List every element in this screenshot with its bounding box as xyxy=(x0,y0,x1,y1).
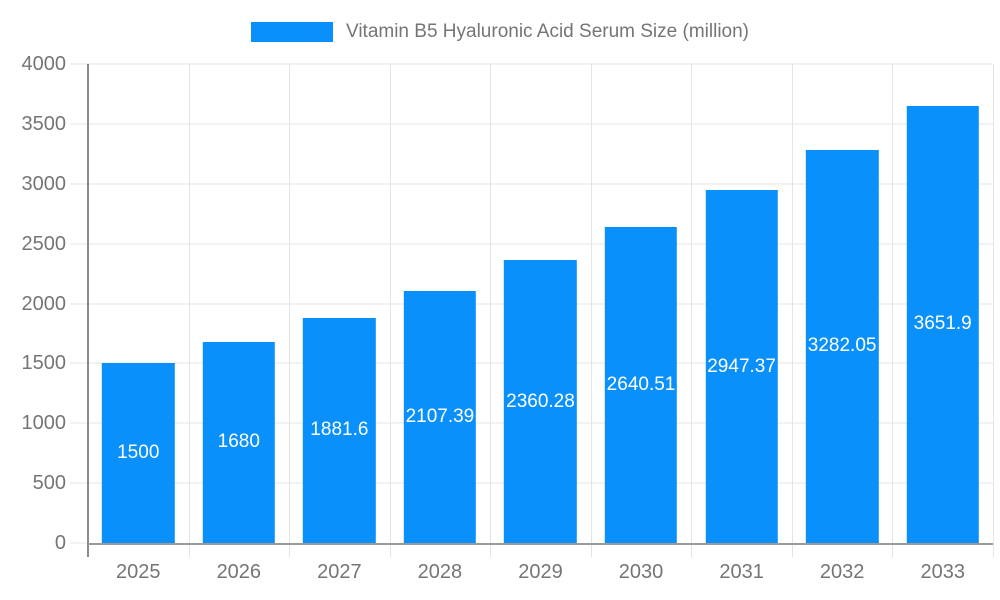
bar-slot: 2640.51 xyxy=(591,64,692,543)
bar: 3282.05 xyxy=(805,149,879,543)
plot-area: 1500 1680 1881.6 2107.39 2360.28 2640.51 2947.… xyxy=(70,63,994,557)
bar: 3651.9 xyxy=(906,105,979,543)
y-tick xyxy=(70,123,88,125)
y-tick-label: 4000 xyxy=(21,53,67,75)
x-tick-label: 2027 xyxy=(317,561,362,583)
x-tick xyxy=(389,543,391,557)
bar: 2947.37 xyxy=(705,190,778,543)
x-tick-label: 2031 xyxy=(719,561,764,583)
x-tick-label: 2028 xyxy=(417,561,463,583)
bar-slot: 3651.9 xyxy=(892,64,993,543)
bar: 2107.39 xyxy=(403,290,477,543)
bar: 2360.28 xyxy=(504,260,577,543)
h-gridline xyxy=(88,243,993,245)
v-gridline xyxy=(892,64,894,543)
bar-value-label: 2947.37 xyxy=(707,355,776,377)
bar-slot: 1680 xyxy=(189,64,290,543)
y-tick xyxy=(70,303,88,304)
x-tick xyxy=(993,543,994,557)
h-gridline xyxy=(88,183,993,185)
legend: Vitamin B5 Hyaluronic Acid Serum Size (m… xyxy=(0,21,1000,43)
bar-value-label: 1881.6 xyxy=(310,419,369,441)
legend-swatch xyxy=(250,22,333,42)
bar-value-label: 2360.28 xyxy=(506,390,575,412)
y-tick xyxy=(70,542,88,544)
bar-value-label: 2107.39 xyxy=(405,405,475,427)
x-tick xyxy=(791,543,793,557)
y-tick-label: 1500 xyxy=(21,352,67,375)
y-tick xyxy=(70,243,88,245)
v-gridline xyxy=(389,64,391,543)
bar-slot: 1500 xyxy=(88,64,189,543)
bar-value-label: 3282.05 xyxy=(807,335,877,357)
bar-value-label: 1500 xyxy=(117,442,160,464)
x-tick xyxy=(590,543,592,557)
y-tick-label: 2500 xyxy=(21,232,67,255)
v-gridline xyxy=(188,64,190,543)
bar: 1680 xyxy=(202,341,276,543)
bar-value-label: 3651.9 xyxy=(913,313,972,335)
x-tick-label: 2030 xyxy=(618,561,664,583)
y-tick-label: 3000 xyxy=(21,172,67,195)
y-tick-label: 0 xyxy=(54,532,66,554)
v-gridline xyxy=(791,64,793,543)
y-tick xyxy=(70,183,88,185)
bar-slot: 1881.6 xyxy=(289,64,390,543)
y-tick-label: 3500 xyxy=(21,112,67,135)
x-tick xyxy=(188,543,190,557)
bar-slot: 2107.39 xyxy=(390,64,491,543)
x-tick xyxy=(691,543,693,557)
x-axis-line xyxy=(88,543,993,545)
y-tick-label: 2000 xyxy=(21,292,67,315)
y-tick xyxy=(70,422,88,424)
y-axis-labels: 0 500 1000 1500 2000 2500 3000 3500 4000 xyxy=(0,54,67,553)
v-gridline xyxy=(993,64,994,543)
x-tick xyxy=(289,543,291,557)
bar-slot: 2360.28 xyxy=(490,64,591,543)
y-tick-label: 500 xyxy=(32,472,66,495)
h-gridline xyxy=(88,63,993,65)
x-tick-label: 2033 xyxy=(920,561,965,583)
bar: 1881.6 xyxy=(303,317,376,543)
v-gridline xyxy=(490,64,492,543)
bar-value-label: 1680 xyxy=(217,431,260,453)
bar-slot: 2947.37 xyxy=(691,64,792,543)
y-tick xyxy=(70,362,88,364)
v-gridline xyxy=(590,64,592,543)
bar: 1500 xyxy=(102,363,175,543)
x-tick xyxy=(490,543,492,557)
x-tick xyxy=(892,543,894,557)
legend-label: Vitamin B5 Hyaluronic Acid Serum Size (m… xyxy=(345,21,750,42)
bar-value-label: 2640.51 xyxy=(606,373,676,395)
y-tick xyxy=(70,63,88,65)
y-tick-label: 1000 xyxy=(21,412,67,435)
x-tick-label: 2032 xyxy=(819,561,865,583)
x-tick-label: 2029 xyxy=(518,561,563,583)
v-gridline xyxy=(289,64,291,543)
bar-slot: 3282.05 xyxy=(792,64,893,543)
bar: 2640.51 xyxy=(604,226,678,543)
x-axis-labels: 2025 2026 2027 2028 2029 2030 2031 2032 2033 xyxy=(88,561,993,587)
y-axis-line xyxy=(87,64,89,557)
h-gridline xyxy=(88,123,993,125)
x-tick-label: 2025 xyxy=(116,561,161,583)
v-gridline xyxy=(691,64,693,543)
x-tick-label: 2026 xyxy=(216,561,262,583)
y-tick xyxy=(70,482,88,484)
